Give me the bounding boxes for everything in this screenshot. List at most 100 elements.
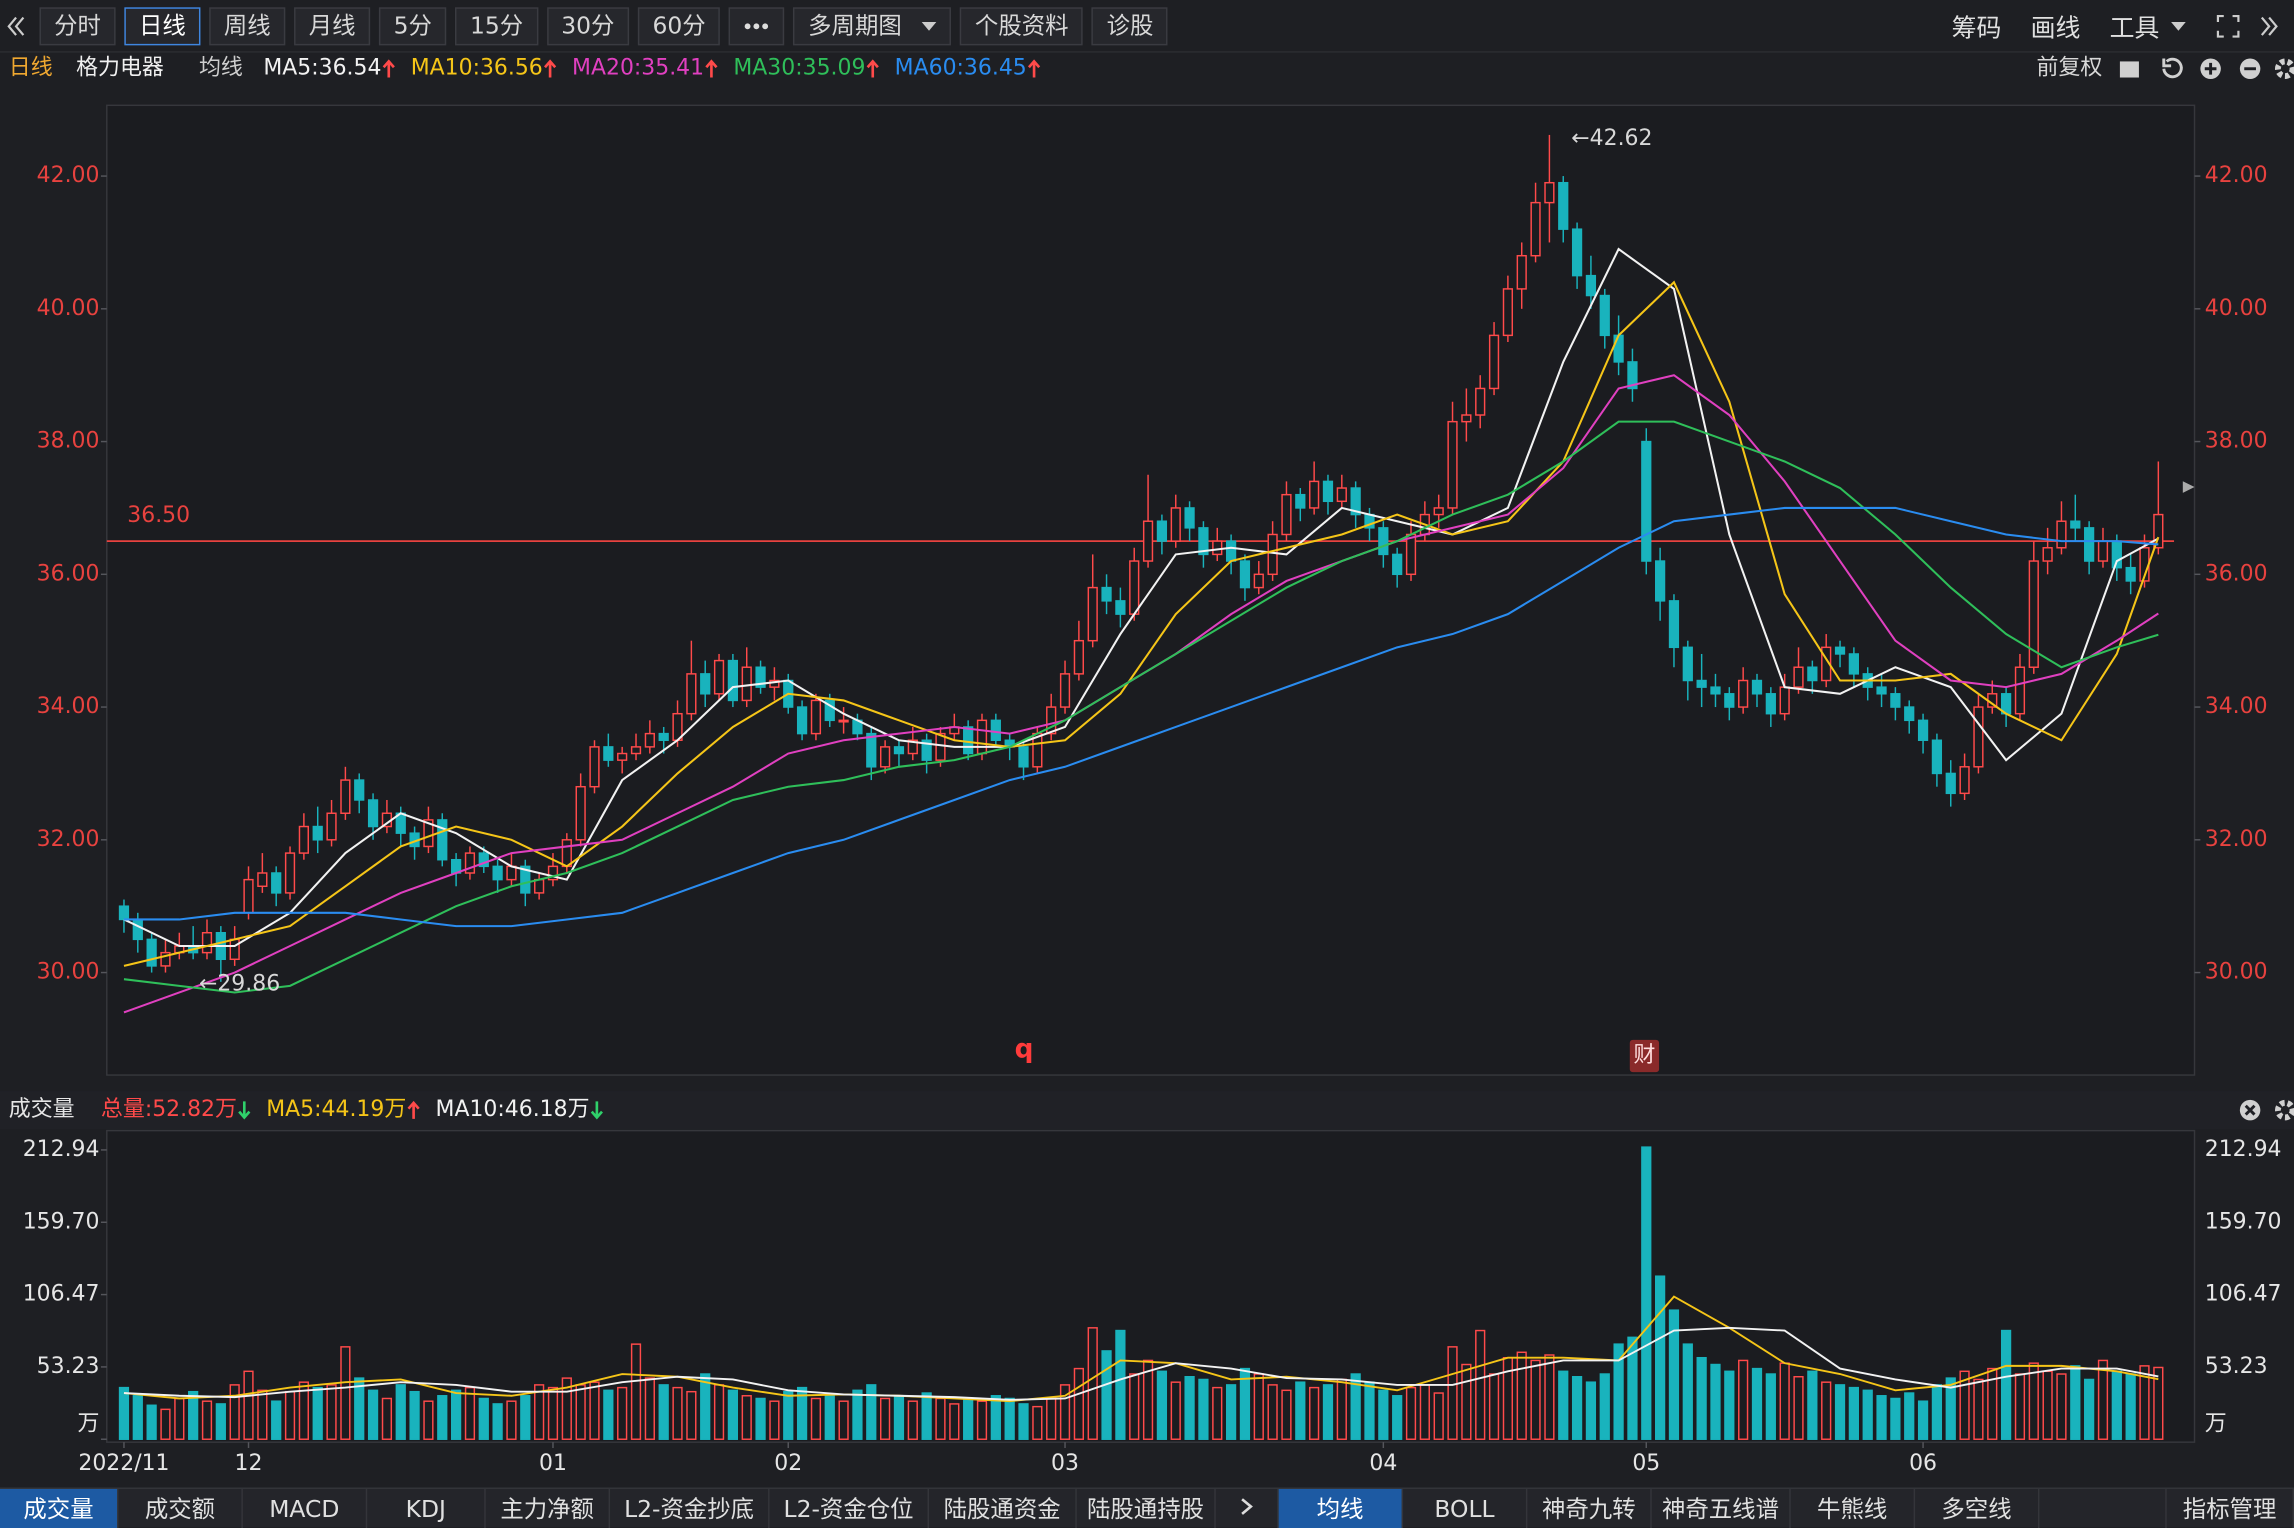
candle-body (963, 726, 974, 755)
dots (745, 22, 769, 29)
volume-bar (893, 1395, 905, 1440)
overlay-tab[interactable]: 神奇五线谱 (1652, 1488, 1791, 1528)
toolbar-button[interactable]: 个股资料 (960, 6, 1084, 45)
candle-body (1641, 440, 1652, 562)
toolbar-item[interactable]: 筹码 (1952, 7, 2002, 44)
manage-tab[interactable]: 指标管理 (2165, 1488, 2294, 1528)
volume-bar (672, 1386, 683, 1440)
volume-bar (2111, 1370, 2122, 1440)
annotation: ←29.86 (199, 971, 280, 996)
candle-body (506, 865, 517, 881)
indicator-tab[interactable]: 陆股通持股 (1077, 1488, 1216, 1528)
item-label: 工具 (2109, 14, 2160, 44)
chevron (7, 16, 25, 36)
candle-body (589, 746, 600, 788)
y-tick-label: 万 (2205, 1412, 2227, 1437)
indicator-tab[interactable]: L2-资金抄底 (610, 1488, 770, 1528)
toolbar-button[interactable]: 日线 (124, 6, 201, 45)
volume-bar (1184, 1376, 1195, 1440)
toolbar-button[interactable]: 30分 (546, 6, 630, 45)
overlay-tab[interactable]: 均线 (1278, 1488, 1404, 1528)
volume-bar (1516, 1351, 1527, 1440)
candle-body (437, 819, 448, 861)
candle-body (243, 878, 254, 914)
up-arrow (1027, 59, 1041, 78)
candle-body (1904, 706, 1915, 722)
volume-bar (1793, 1376, 1804, 1440)
toolbar-button[interactable]: 月线 (294, 6, 371, 45)
toolbar-button[interactable]: 诊股 (1091, 6, 1169, 45)
candle-body (1502, 288, 1514, 337)
y-tick-label: 34.00 (37, 694, 100, 719)
volume-bar (603, 1389, 614, 1440)
candle-body (118, 905, 130, 921)
volume-bar (1475, 1329, 1486, 1440)
candle-body (340, 779, 351, 814)
toolbar-button[interactable]: 15分 (455, 6, 538, 45)
back-icon[interactable] (6, 14, 26, 37)
indicator-tab[interactable]: 成交额 (119, 1488, 243, 1528)
legend-label: 成交量 (9, 1097, 75, 1122)
fullscreen-icon[interactable] (2215, 12, 2279, 38)
volume-bar (1890, 1397, 1901, 1440)
y-tick-label: 53.23 (2205, 1354, 2268, 1379)
toolbar-button[interactable]: 多周期图 (793, 6, 952, 45)
toolbar-button[interactable]: 周线 (209, 6, 286, 45)
volume-bar (340, 1346, 351, 1440)
candle-body (1461, 414, 1472, 423)
volume-bar (1295, 1381, 1306, 1440)
more-button[interactable] (729, 6, 785, 45)
candle-body (1793, 666, 1804, 688)
candle-body (2056, 520, 2067, 549)
candle-body (2097, 540, 2109, 562)
lock-icon[interactable] (2119, 61, 2139, 78)
volume-bar (1419, 1384, 1430, 1440)
indicator-tab[interactable]: 成交量 (0, 1488, 119, 1528)
volume-bar (257, 1389, 268, 1440)
candle-body (1281, 493, 1292, 536)
ma-line (123, 420, 2159, 994)
candle-body (1336, 487, 1347, 503)
button-label: 30分 (561, 10, 615, 39)
indicator-tab[interactable]: 陆股通资金 (929, 1488, 1077, 1528)
toolbar-item[interactable]: 工具 (2110, 7, 2186, 44)
volume-bar (409, 1390, 420, 1440)
y-tick-label: 40.00 (37, 296, 100, 321)
overlay-tab[interactable]: 多空线 (1915, 1488, 2040, 1528)
settings-icon[interactable] (2274, 58, 2294, 79)
overlay-tab[interactable]: 神奇九转 (1527, 1488, 1652, 1528)
candle-body (700, 673, 711, 695)
toolbar-item[interactable]: 画线 (2031, 7, 2081, 44)
top-toolbar: 分时 日线 周线 月线 5分 15分 30分 60分 多周期图 个股资料 诊股 筹码 画线 工具 (0, 0, 2294, 53)
undo-icon[interactable] (2162, 57, 2183, 79)
volume-bar (326, 1384, 337, 1440)
x-tick-label: 06 (1909, 1451, 1937, 1476)
candle-body (1571, 228, 1583, 277)
candle-body (1350, 487, 1361, 516)
candle-body (229, 938, 240, 961)
button-label: 5分 (393, 10, 432, 39)
volume-bar (243, 1370, 254, 1440)
volume-bar (727, 1389, 739, 1440)
candle-body (160, 951, 171, 967)
volume-bar (880, 1397, 891, 1440)
indicator-tab[interactable]: 主力净额 (486, 1488, 611, 1528)
toolbar-button[interactable]: 60分 (637, 6, 721, 45)
volume-bar (1267, 1384, 1278, 1440)
next-icon[interactable] (1216, 1488, 1279, 1528)
candle-body (1322, 480, 1334, 503)
toolbar-button[interactable]: 分时 (39, 6, 116, 45)
toolbar-button[interactable]: 5分 (379, 6, 447, 45)
indicator-tab[interactable]: KDJ (367, 1488, 486, 1528)
reference-label: 36.50 (127, 503, 190, 528)
volume-bar (1336, 1378, 1347, 1440)
indicator-tab[interactable]: MACD (243, 1488, 368, 1528)
close-cross (2244, 1104, 2256, 1116)
overlay-tab[interactable]: 牛熊线 (1791, 1488, 1916, 1528)
dropdown-icon (922, 21, 937, 30)
volume-bar (160, 1408, 171, 1440)
settings-icon[interactable] (2274, 1099, 2294, 1121)
volume-bar (1696, 1356, 1707, 1440)
overlay-tab[interactable]: BOLL (1403, 1488, 1528, 1528)
indicator-tab[interactable]: L2-资金仓位 (770, 1488, 930, 1528)
